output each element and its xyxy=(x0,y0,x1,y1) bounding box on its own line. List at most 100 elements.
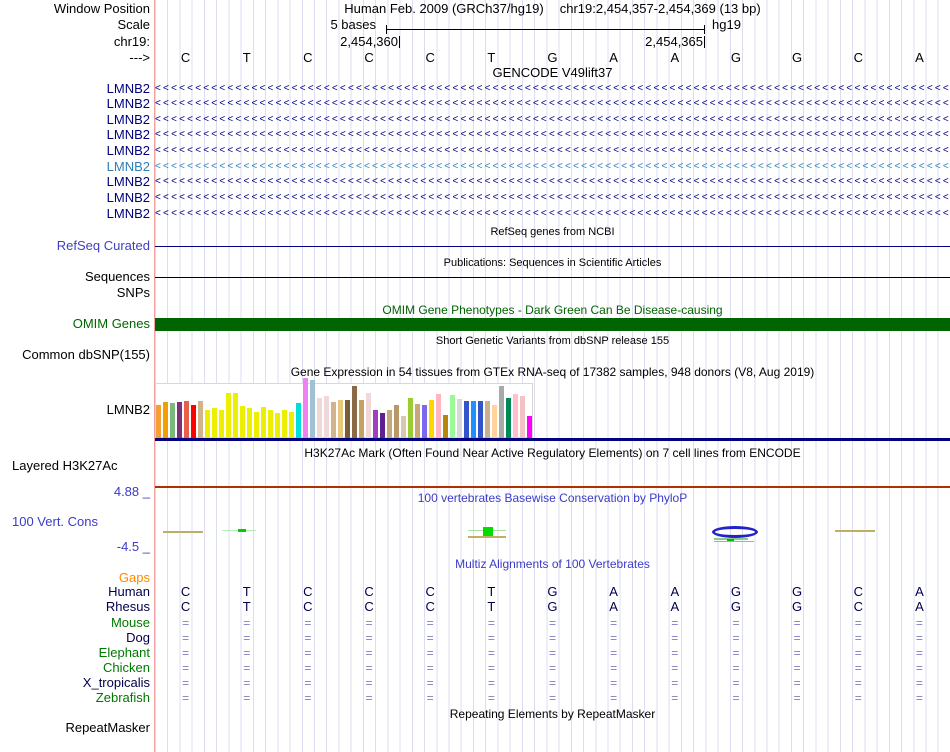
gtex-bar[interactable] xyxy=(471,401,476,438)
conservation-mark xyxy=(727,539,734,542)
gtex-bar[interactable] xyxy=(464,401,469,438)
gtex-bar[interactable] xyxy=(296,403,301,438)
gtex-bar[interactable] xyxy=(247,408,252,438)
gtex-bar[interactable] xyxy=(527,416,532,438)
gene-arrow-line[interactable]: <<<<<<<<<<<<<<<<<<<<<<<<<<<<<<<<<<<<<<<<… xyxy=(155,145,950,156)
gtex-bar[interactable] xyxy=(513,394,518,438)
omim-genes-label[interactable]: OMIM Genes xyxy=(72,316,150,331)
gtex-bar[interactable] xyxy=(156,405,161,438)
gtex-bar[interactable] xyxy=(436,394,441,438)
species-label[interactable]: Zebrafish xyxy=(95,690,150,705)
gtex-bar[interactable] xyxy=(310,380,315,438)
gene-arrow-line[interactable]: <<<<<<<<<<<<<<<<<<<<<<<<<<<<<<<<<<<<<<<<… xyxy=(155,83,950,94)
gtex-bar[interactable] xyxy=(233,393,238,438)
species-label[interactable]: Chicken xyxy=(103,660,150,675)
gtex-bar[interactable] xyxy=(324,396,329,438)
gtex-bar[interactable] xyxy=(359,400,364,438)
gtex-bar[interactable] xyxy=(338,400,343,438)
conservation-mark xyxy=(468,536,506,538)
gtex-bar[interactable] xyxy=(226,393,231,438)
ruler-base: A xyxy=(915,50,924,65)
gene-arrow-line[interactable]: <<<<<<<<<<<<<<<<<<<<<<<<<<<<<<<<<<<<<<<<… xyxy=(155,176,950,187)
gtex-bar[interactable] xyxy=(401,416,406,438)
gene-label[interactable]: LMNB2 xyxy=(106,96,150,111)
gtex-bar[interactable] xyxy=(408,398,413,438)
species-label[interactable]: Dog xyxy=(126,630,150,645)
species-label[interactable]: Mouse xyxy=(110,615,150,630)
gtex-bar[interactable] xyxy=(289,412,294,438)
gtex-bar[interactable] xyxy=(212,408,217,438)
gene-label[interactable]: LMNB2 xyxy=(106,206,150,221)
alignment-gap-mark: = xyxy=(426,691,434,705)
gene-arrow-line[interactable]: <<<<<<<<<<<<<<<<<<<<<<<<<<<<<<<<<<<<<<<<… xyxy=(155,161,950,172)
refseq-curated-label[interactable]: RefSeq Curated xyxy=(56,238,150,253)
phylop-label[interactable]: 100 Vert. Cons xyxy=(12,514,98,529)
gtex-bar[interactable] xyxy=(394,405,399,438)
omim-gene-bar[interactable] xyxy=(155,318,950,331)
gtex-bar[interactable] xyxy=(205,410,210,438)
gtex-bar[interactable] xyxy=(520,396,525,438)
gtex-bar[interactable] xyxy=(366,393,371,438)
gene-arrow-line[interactable]: <<<<<<<<<<<<<<<<<<<<<<<<<<<<<<<<<<<<<<<<… xyxy=(155,208,950,219)
gtex-bar[interactable] xyxy=(282,410,287,438)
species-label[interactable]: X_tropicalis xyxy=(82,675,150,690)
gene-label[interactable]: LMNB2 xyxy=(106,174,150,189)
gtex-bar[interactable] xyxy=(219,410,224,438)
gtex-bar[interactable] xyxy=(506,398,511,438)
repeatmasker-label[interactable]: RepeatMasker xyxy=(65,720,150,735)
gtex-bar[interactable] xyxy=(268,410,273,438)
gtex-bar[interactable] xyxy=(387,410,392,438)
species-label[interactable]: Gaps xyxy=(118,570,150,585)
gtex-bar[interactable] xyxy=(261,407,266,438)
gene-label[interactable]: LMNB2 xyxy=(106,112,150,127)
gtex-bar[interactable] xyxy=(478,401,483,438)
gtex-bar[interactable] xyxy=(163,402,168,438)
gtex-bar[interactable] xyxy=(303,378,308,438)
h3k27ac-label[interactable]: Layered H3K27Ac xyxy=(12,458,118,473)
gene-label[interactable]: LMNB2 xyxy=(106,127,150,142)
gtex-bar[interactable] xyxy=(170,403,175,438)
gtex-bar[interactable] xyxy=(415,404,420,438)
sequences-line[interactable] xyxy=(155,277,950,278)
snps-label[interactable]: SNPs xyxy=(116,285,150,300)
gtex-bar[interactable] xyxy=(492,405,497,438)
gene-label[interactable]: LMNB2 xyxy=(106,143,150,158)
gtex-bar[interactable] xyxy=(240,406,245,438)
gtex-bar[interactable] xyxy=(443,415,448,438)
gtex-bar[interactable] xyxy=(275,413,280,438)
gtex-chart-box[interactable] xyxy=(155,383,533,438)
gtex-bar[interactable] xyxy=(429,400,434,438)
gtex-bar[interactable] xyxy=(254,412,259,438)
gtex-bar[interactable] xyxy=(184,401,189,438)
gene-label[interactable]: LMNB2 xyxy=(106,159,150,174)
gtex-bar[interactable] xyxy=(380,413,385,438)
gene-arrow-line[interactable]: <<<<<<<<<<<<<<<<<<<<<<<<<<<<<<<<<<<<<<<<… xyxy=(155,129,950,140)
alignment-base: C xyxy=(180,584,191,599)
gtex-bar[interactable] xyxy=(373,410,378,438)
alignment-gap-mark: = xyxy=(487,616,495,630)
gtex-bar[interactable] xyxy=(352,386,357,438)
dbsnp-label[interactable]: Common dbSNP(155) xyxy=(22,347,150,362)
gene-arrow-line[interactable]: <<<<<<<<<<<<<<<<<<<<<<<<<<<<<<<<<<<<<<<<… xyxy=(155,98,950,109)
gtex-bar[interactable] xyxy=(457,399,462,438)
species-label[interactable]: Human xyxy=(108,584,150,599)
refseq-gene-line[interactable] xyxy=(155,246,950,247)
gtex-bar[interactable] xyxy=(317,398,322,438)
species-label[interactable]: Elephant xyxy=(98,645,150,660)
gene-label[interactable]: LMNB2 xyxy=(106,81,150,96)
gene-arrow-line[interactable]: <<<<<<<<<<<<<<<<<<<<<<<<<<<<<<<<<<<<<<<<… xyxy=(155,192,950,203)
gtex-bar[interactable] xyxy=(499,386,504,438)
gtex-bar[interactable] xyxy=(422,405,427,438)
gene-arrow-line[interactable]: <<<<<<<<<<<<<<<<<<<<<<<<<<<<<<<<<<<<<<<<… xyxy=(155,114,950,125)
gtex-bar[interactable] xyxy=(450,395,455,438)
gtex-bar[interactable] xyxy=(331,402,336,438)
sequences-label[interactable]: Sequences xyxy=(84,269,150,284)
gtex-bar[interactable] xyxy=(177,402,182,438)
gtex-bar[interactable] xyxy=(345,400,350,438)
gtex-gene-label[interactable]: LMNB2 xyxy=(106,402,150,417)
gtex-bar[interactable] xyxy=(198,401,203,438)
gtex-bar[interactable] xyxy=(191,405,196,438)
gtex-bar[interactable] xyxy=(485,401,490,438)
species-label[interactable]: Rhesus xyxy=(105,599,150,614)
gene-label[interactable]: LMNB2 xyxy=(106,190,150,205)
